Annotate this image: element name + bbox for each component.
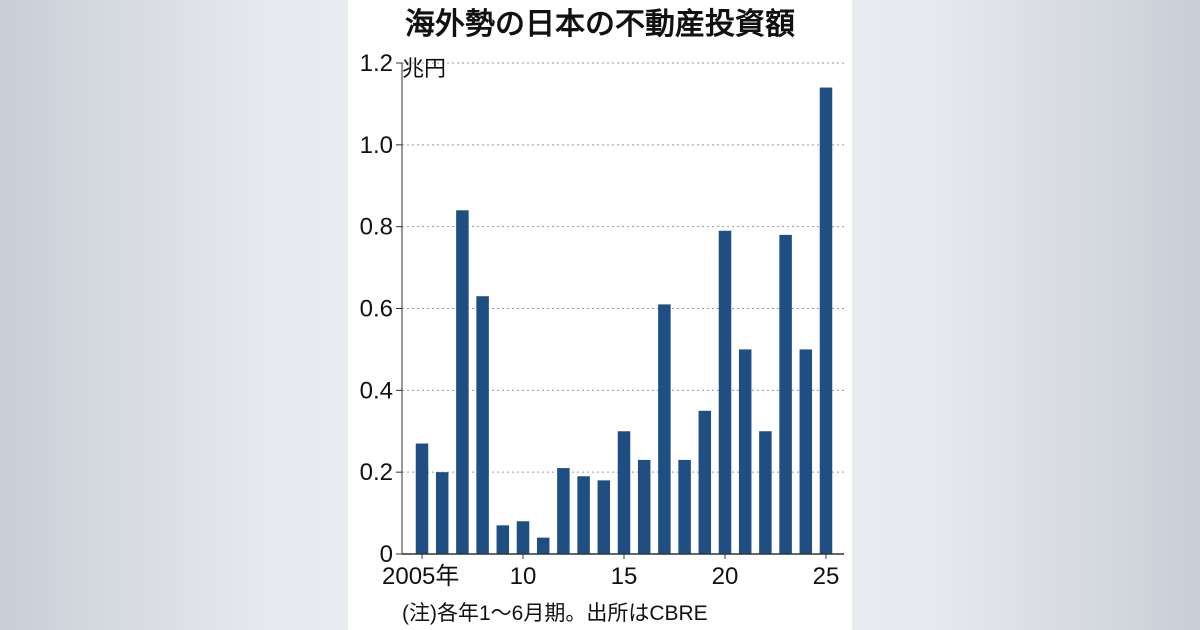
bar-2024 <box>799 349 813 554</box>
bar-2021 <box>738 349 752 554</box>
y-tick-label: 0.2 <box>360 459 393 486</box>
bar-2020 <box>718 230 732 554</box>
bar-2023 <box>779 234 792 554</box>
bar-2025 <box>819 87 833 555</box>
bar-2016 <box>637 459 651 554</box>
x-tick-label: 20 <box>712 563 739 590</box>
x-tick-label: 15 <box>611 563 638 590</box>
bar-2009 <box>496 525 510 554</box>
bar-chart: 海外勢の日本の不動産投資額 0 0.2 0.4 0.6 0.8 1.0 1.2 2005年 1… <box>360 8 844 625</box>
y-tick-label: 0.4 <box>360 377 393 404</box>
bar-2014 <box>597 480 611 554</box>
chart-title: 海外勢の日本の不動産投資額 <box>405 8 795 41</box>
bar-2006 <box>435 472 449 554</box>
bar-2013 <box>577 476 590 554</box>
chart-note: (注)各年1～6月期。出所はCBRE <box>402 602 708 625</box>
bar-2022 <box>759 431 772 554</box>
bars <box>415 87 833 555</box>
y-tick-label: 0 <box>380 541 393 568</box>
bar-2019 <box>698 410 712 554</box>
bar-2012 <box>557 468 570 554</box>
bar-2017 <box>658 304 671 554</box>
x-tick-label: 2005年 <box>382 563 459 590</box>
bar-2008 <box>476 296 489 554</box>
bar-2005 <box>415 443 429 554</box>
chart-card: 海外勢の日本の不動産投資額 0 0.2 0.4 0.6 0.8 1.0 1.2 2005年 1… <box>348 0 852 630</box>
x-axis: 2005年 10 15 20 25 <box>382 553 844 590</box>
bar-2011 <box>536 537 550 554</box>
bar-2010 <box>516 521 530 554</box>
y-axis: 0 0.2 0.4 0.6 0.8 1.0 1.2 <box>360 50 403 568</box>
y-tick-label: 1.0 <box>360 132 393 159</box>
bar-2015 <box>617 431 631 554</box>
bar-2018 <box>678 459 691 554</box>
y-tick-label: 0.6 <box>360 296 393 323</box>
x-tick-label: 25 <box>813 563 840 590</box>
unit-label: 兆円 <box>402 56 446 81</box>
x-tick-label: 10 <box>510 563 537 590</box>
y-tick-label: 1.2 <box>360 50 393 77</box>
y-tick-label: 0.8 <box>360 214 393 241</box>
bar-2007 <box>456 210 469 555</box>
